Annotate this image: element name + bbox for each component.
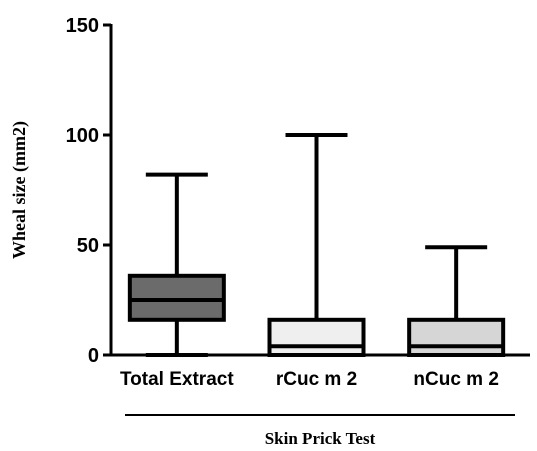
box-group: nCuc m 2 (407, 245, 506, 390)
x-category-label: nCuc m 2 (413, 369, 499, 390)
x-category-label: rCuc m 2 (276, 369, 357, 390)
x-category-label: Total Extract (120, 369, 234, 390)
plot-area: 0 50 100 150 Total Extract rCuc m 2 nCuc m 2 (66, 15, 530, 390)
x-group-title: Skin Prick Test (265, 429, 376, 448)
box-group: Total Extract (120, 172, 234, 390)
box-iqr (407, 317, 506, 357)
box-group: rCuc m 2 (267, 133, 366, 390)
y-tick-label: 100 (66, 125, 99, 147)
box-iqr (267, 317, 366, 357)
y-tick-label: 150 (66, 15, 99, 37)
y-tick-label: 50 (77, 235, 99, 257)
box-iqr (127, 273, 226, 322)
y-tick-label: 0 (88, 345, 99, 367)
y-axis-title: Wheal size (mm2) (9, 121, 30, 259)
